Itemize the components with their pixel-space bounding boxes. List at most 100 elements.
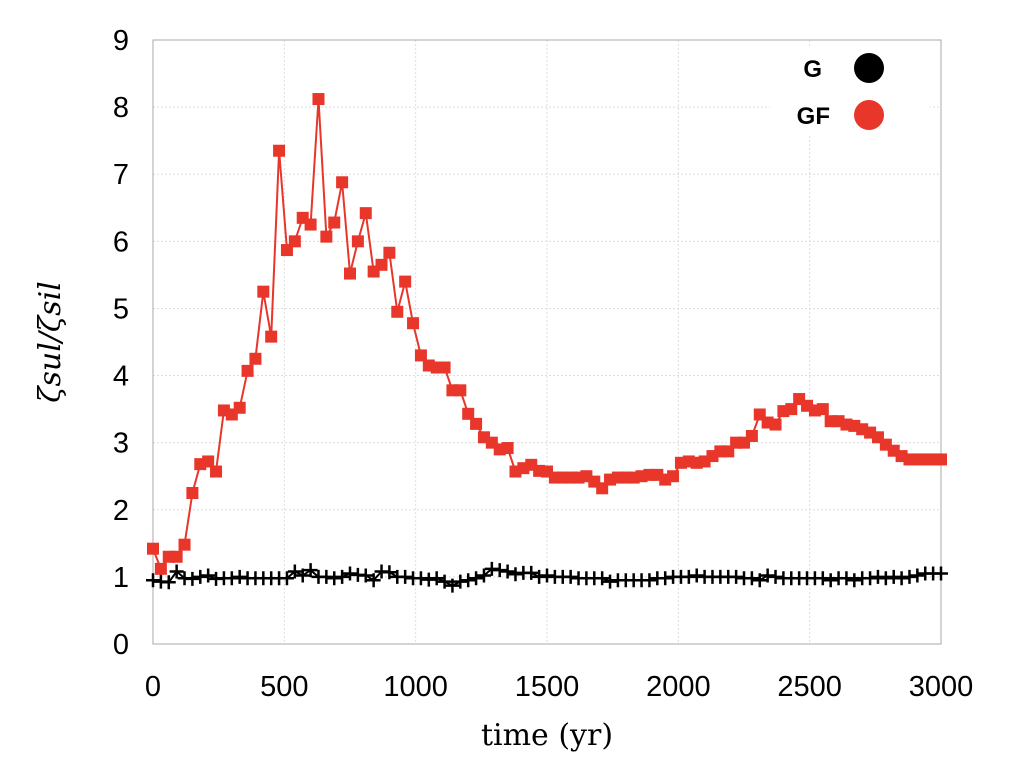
data-point-g — [437, 574, 452, 589]
data-point-gf — [454, 384, 467, 397]
data-point-gf — [147, 542, 159, 555]
data-point-gf — [745, 429, 758, 442]
data-point-g — [161, 575, 176, 590]
data-point-gf — [407, 317, 420, 330]
data-point-gf — [186, 487, 199, 499]
data-point-g — [839, 571, 854, 586]
y-tick-label: 9 — [113, 25, 129, 57]
y-tick-label: 1 — [113, 562, 129, 594]
series-g — [146, 561, 948, 593]
y-tick-label: 5 — [113, 293, 129, 325]
x-tick-label: 1000 — [383, 671, 448, 703]
data-point-g — [224, 571, 239, 586]
data-point-g — [642, 573, 657, 588]
data-point-gf — [328, 216, 341, 229]
data-point-g — [878, 571, 893, 586]
data-point-gf — [336, 176, 349, 189]
data-point-g — [421, 572, 436, 587]
data-point-gf — [249, 352, 262, 365]
data-point-g — [500, 564, 515, 579]
data-point-gf — [312, 93, 325, 106]
data-point-g — [870, 569, 885, 584]
data-point-g — [295, 568, 310, 583]
data-point-g — [201, 568, 216, 583]
data-point-gf — [391, 305, 404, 318]
data-point-gf — [351, 235, 364, 248]
data-point-g — [658, 571, 673, 586]
data-point-g — [540, 568, 554, 583]
data-point-g — [524, 565, 539, 580]
data-point-gf — [769, 418, 782, 431]
data-point-g — [760, 568, 775, 583]
data-point-gf — [273, 144, 286, 157]
plot-frame — [152, 39, 942, 645]
data-point-g — [863, 571, 878, 586]
data-point-g — [185, 571, 200, 586]
data-point-g — [279, 571, 294, 586]
y-tick-label: 0 — [113, 629, 129, 661]
y-tick-label: 8 — [113, 92, 129, 124]
data-point-gf — [202, 455, 215, 468]
data-point-g — [595, 571, 610, 586]
data-point-g — [768, 569, 783, 584]
data-point-g — [398, 569, 413, 584]
data-point-gf — [816, 403, 829, 416]
x-tick-label: 1500 — [515, 671, 580, 703]
legend: G GF — [770, 48, 930, 136]
data-point-g — [752, 573, 767, 588]
data-point-gf — [170, 550, 183, 563]
data-point-g — [343, 566, 357, 581]
series-layer — [146, 93, 948, 593]
data-point-g — [445, 578, 460, 593]
legend-marker-gf — [854, 100, 884, 130]
data-point-g — [689, 568, 704, 583]
x-tick-label: 0 — [145, 671, 161, 703]
y-tick-label: 7 — [113, 159, 129, 191]
data-point-gf — [667, 470, 680, 483]
data-point-g — [508, 567, 523, 582]
data-point-gf — [470, 417, 483, 430]
data-point-g — [886, 569, 901, 584]
data-point-gf — [344, 267, 356, 280]
data-point-g — [146, 573, 160, 588]
x-tick-label: 2500 — [777, 671, 842, 703]
data-point-g — [847, 573, 862, 588]
x-tick-label: 500 — [260, 671, 308, 703]
data-point-gf — [462, 407, 475, 420]
y-tick-label: 6 — [113, 226, 129, 258]
data-point-gf — [509, 465, 522, 478]
data-point-g — [902, 569, 917, 584]
data-point-g — [413, 571, 428, 586]
legend-label-gf: GF — [797, 103, 830, 130]
data-point-gf — [210, 465, 223, 478]
data-point-g — [469, 571, 484, 586]
y-axis-label: ζsul/ζsil — [33, 281, 68, 403]
data-point-g — [327, 571, 342, 586]
x-axis-label: time (yr) — [481, 718, 613, 753]
data-point-g — [461, 573, 476, 588]
x-tick-label: 3000 — [909, 671, 974, 703]
data-point-gf — [438, 361, 451, 374]
data-point-g — [193, 569, 208, 584]
data-point-g — [894, 571, 909, 586]
data-point-g — [169, 564, 184, 579]
data-point-g — [563, 569, 578, 584]
legend-label-g: G — [803, 56, 822, 83]
data-point-g — [232, 569, 247, 584]
data-point-gf — [935, 453, 947, 466]
data-point-gf — [320, 230, 333, 243]
data-point-gf — [178, 538, 191, 551]
data-point-g — [603, 574, 618, 589]
data-point-gf — [257, 285, 270, 298]
y-tick-label: 3 — [113, 428, 129, 460]
data-point-g — [453, 574, 468, 589]
data-point-gf — [383, 246, 396, 259]
data-point-gf — [399, 275, 412, 288]
data-point-gf — [375, 258, 388, 271]
data-point-g — [729, 569, 744, 584]
data-point-gf — [265, 330, 278, 343]
data-point-gf — [414, 349, 427, 362]
data-point-gf — [501, 442, 514, 455]
tick-labels: 0 500 1000 1500 2000 2500 3000 0 1 2 3 4 5 6 7 8 9 — [113, 25, 973, 703]
